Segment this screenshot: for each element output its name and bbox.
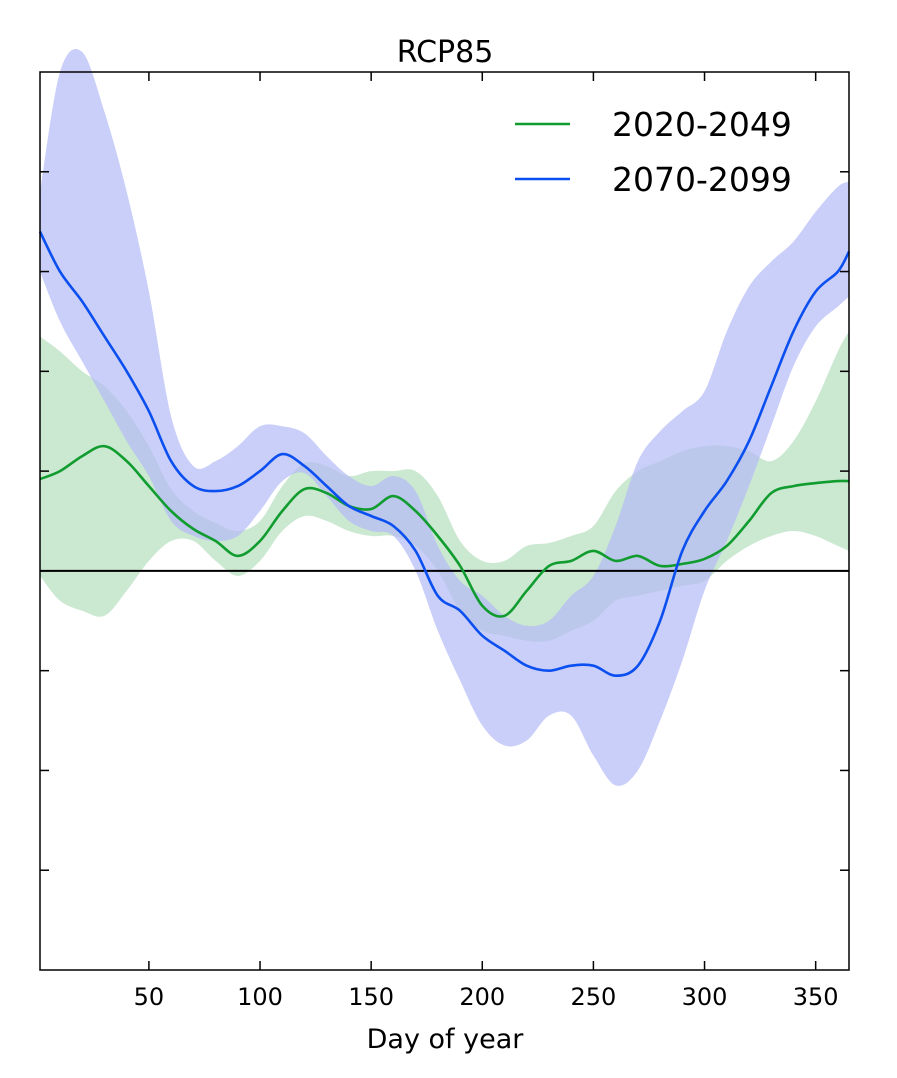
x-tick-label: 200 [459,983,505,1011]
x-axis-label: Day of year [367,1024,525,1055]
line-series-2 [38,231,851,677]
axis-ticks: 50 100 150 200 250 300 350 [40,72,849,1011]
x-tick-label: 300 [682,983,728,1011]
line-series-1 [39,444,850,618]
band-series-2 [40,49,849,786]
chart-title: RCP85 [397,35,494,70]
legend: 2020-2049 2070-2099 [515,105,792,199]
plot-frame [39,71,850,971]
x-tick-label: 250 [571,983,617,1011]
legend-label-series-1: 2020-2049 [612,105,792,144]
x-tick-label: 350 [793,983,839,1011]
x-tick-label: 100 [237,983,283,1011]
x-tick-label: 150 [348,983,394,1011]
x-tick-label: 50 [134,983,165,1011]
legend-label-series-2: 2070-2099 [612,160,792,199]
plot-area [38,49,851,786]
